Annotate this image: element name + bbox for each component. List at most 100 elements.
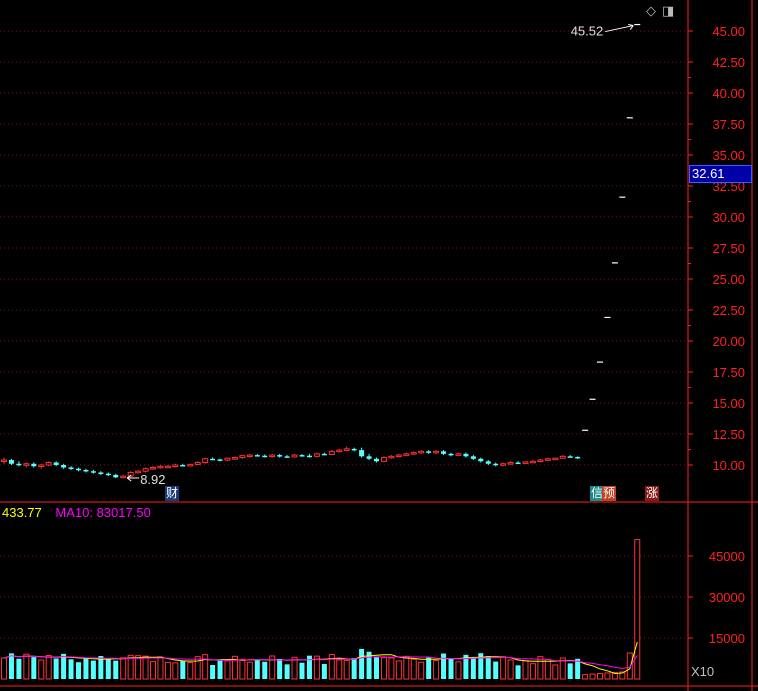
volume-bar [45,654,52,680]
price-tick-label: 10.00 [712,458,745,473]
candle-body [217,459,223,461]
candle-body [366,456,372,459]
candle-body [291,454,298,458]
low-arrowhead [126,474,132,482]
candle-body [150,466,156,470]
candle-body [157,465,164,469]
candle-body [426,451,432,453]
volume-bar [53,658,59,679]
candle-body [224,457,231,461]
diamond-icon[interactable]: ◇ [646,4,656,19]
candle-body [559,455,566,459]
candle-body [493,463,499,466]
candle-body [388,455,395,459]
volume-bar [522,660,529,680]
candle-body [306,455,312,458]
candle-body [433,450,440,454]
candle-body [120,475,127,479]
event-badge-limit-up[interactable]: 涨 [645,486,660,501]
candle-body [105,473,111,476]
candle-body [478,458,484,462]
price-tick-label: 15.00 [712,396,745,411]
event-badge-forecast[interactable]: 预 [602,486,617,501]
volume-bar [388,657,395,680]
candle-body [172,464,179,467]
volume-bar [127,654,134,680]
candle-body [113,474,119,478]
high-arrowhead [628,24,634,30]
volume-bar [485,656,491,679]
window-toggle-icon[interactable]: ◨ [662,4,675,19]
candle-body [83,469,89,472]
price-tick-label: 40.00 [712,86,745,101]
candle-body [76,468,81,471]
volume-bar [515,665,521,679]
volume-bar [410,658,417,680]
candle-body [187,463,194,467]
candle-body [455,453,462,456]
volume-bar [567,663,573,679]
volume-bar [463,654,469,679]
price-tick-label: 25.00 [712,272,745,287]
event-badge-finance[interactable]: 财 [165,486,180,501]
volume-bar [575,658,581,679]
price-tick-label: 17.50 [712,365,745,380]
volume-bar [418,661,425,680]
candle-body [537,459,544,463]
price-tick-label: 20.00 [712,334,745,349]
volume-bar [589,673,596,680]
volume-bar [478,653,484,679]
volume-bar [559,657,566,680]
volume-bar [31,657,37,679]
candle-body [374,458,379,462]
price-tick-label: 35.00 [712,148,745,163]
volume-bar [262,661,268,679]
price-tick-label: 45.00 [712,24,745,39]
candle-body [410,452,417,455]
candle-body [239,455,246,459]
candle-body [142,468,149,472]
volume-bar [142,655,149,680]
volume-bar [634,539,641,680]
candle-body [321,453,327,456]
volume-bar [61,653,67,679]
volume-bar [351,658,357,679]
candle-body [313,453,320,457]
volume-bar [604,672,611,680]
volume-bar [172,662,179,680]
volume-bar [23,653,30,680]
volume-bar [76,662,81,679]
volume-bar [150,661,156,680]
candle-body [485,461,491,464]
volume-bar [448,658,454,679]
volume-bar [537,656,544,680]
volume-bar [231,655,238,680]
volume-bar [336,659,343,680]
candle-body [164,465,171,469]
volume-bar [187,661,194,680]
volume-bar [224,660,231,680]
candle-body [500,463,507,466]
candle-body [269,454,276,458]
candle-body [395,454,402,458]
volume-bar [328,654,335,680]
volume-bar [83,657,89,679]
volume-bar [493,661,499,679]
volume-bar [113,660,119,679]
volume-bar [135,655,142,680]
candle-body [299,455,305,457]
volume-bar [597,673,603,680]
candle-body [380,457,387,462]
volume-bar [254,660,260,679]
candle-body [441,451,447,454]
volume-bar [395,660,402,680]
volume-bar [291,656,298,680]
candle-body [23,463,30,466]
volume-bar [306,655,312,679]
candle-body [277,455,283,457]
volume-bar [8,653,14,679]
candle-body [68,467,74,469]
candle-body [262,455,268,458]
event-badge-info[interactable]: 信 [590,486,605,501]
